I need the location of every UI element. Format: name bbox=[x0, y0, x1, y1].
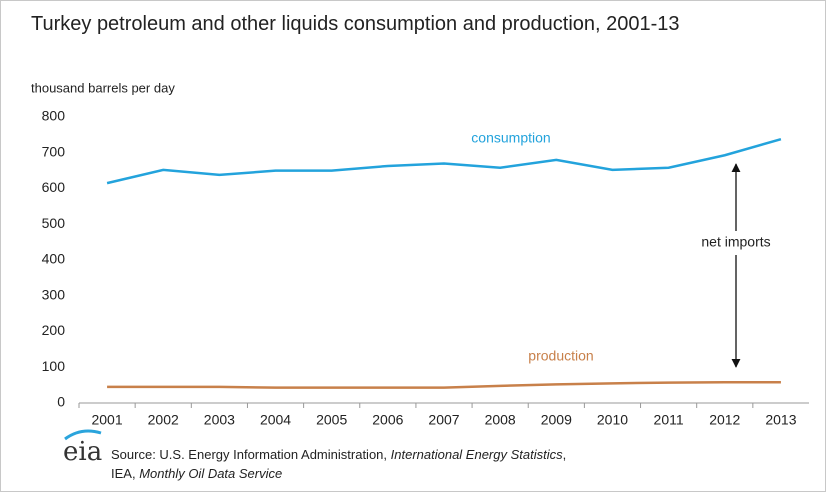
x-tick-label: 2004 bbox=[260, 412, 291, 428]
x-tick-label: 2009 bbox=[541, 412, 572, 428]
x-tick-label: 2007 bbox=[428, 412, 459, 428]
series-label: production bbox=[528, 348, 593, 364]
logo: eia bbox=[63, 437, 102, 467]
source: IEA, Monthly Oil Data Service bbox=[111, 466, 282, 481]
series-line bbox=[107, 139, 781, 183]
x-tick-label: 2012 bbox=[709, 412, 740, 428]
x-tick-label: 2008 bbox=[485, 412, 516, 428]
y-tick-label: 700 bbox=[42, 143, 66, 159]
source-part: IEA, bbox=[111, 466, 139, 481]
y-tick-label: 0 bbox=[57, 394, 65, 410]
y-tick-label: 300 bbox=[42, 286, 66, 302]
chart-title: Turkey petroleum and other liquids consu… bbox=[31, 13, 771, 35]
y-tick-label: 400 bbox=[42, 251, 66, 267]
y-tick-label: 600 bbox=[42, 179, 66, 195]
source-part: Monthly Oil Data Service bbox=[139, 466, 282, 481]
y-axis-label: thousand barrels per day bbox=[31, 80, 175, 95]
source-part: , bbox=[563, 447, 567, 462]
y-tick-label: 100 bbox=[42, 358, 66, 374]
y-tick-label: 500 bbox=[42, 215, 66, 231]
x-tick-label: 2001 bbox=[91, 412, 122, 428]
x-tick-label: 2005 bbox=[316, 412, 347, 428]
x-tick-label: 2006 bbox=[372, 412, 403, 428]
x-tick-label: 2013 bbox=[765, 412, 796, 428]
x-tick-label: 2011 bbox=[654, 412, 684, 428]
x-tick-label: 2002 bbox=[148, 412, 179, 428]
annotation: net imports bbox=[701, 234, 770, 250]
chart: thousand barrels per day 0 100 200 300 400 50… bbox=[1, 1, 825, 491]
y-tick-label: 800 bbox=[42, 108, 66, 124]
series-label: consumption bbox=[471, 130, 550, 146]
source-part: Source: U.S. Energy Information Administ… bbox=[111, 447, 391, 462]
source-part: International Energy Statistics bbox=[391, 447, 563, 462]
x-tick-label: 2010 bbox=[597, 412, 628, 428]
x-tick-label: 2003 bbox=[204, 412, 235, 428]
y-tick-label: 200 bbox=[42, 322, 66, 338]
series-line bbox=[107, 382, 781, 387]
page: thousand barrels per day 0 100 200 300 400 50… bbox=[0, 0, 826, 492]
source: Source: U.S. Energy Information Administ… bbox=[111, 447, 566, 462]
